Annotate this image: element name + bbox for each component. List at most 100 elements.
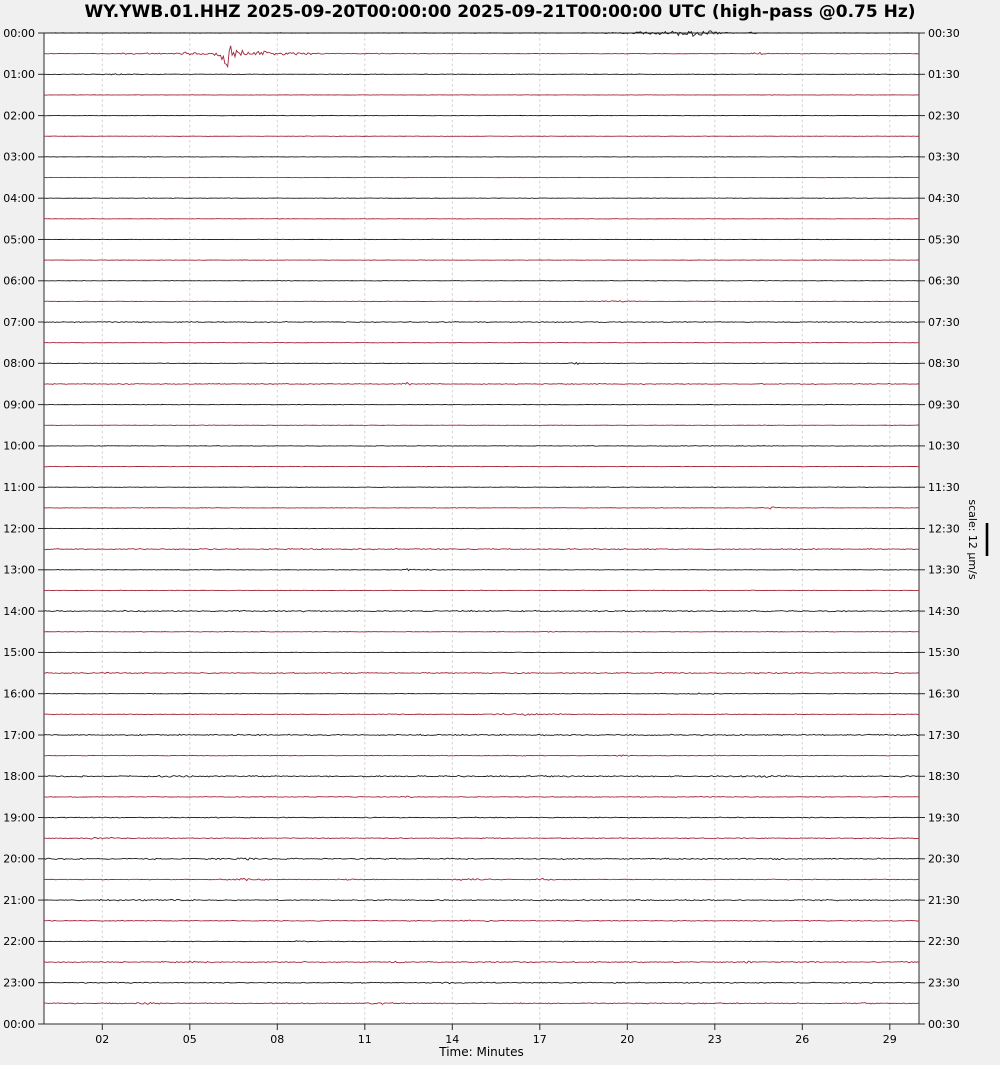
left-time-label: 00:00 <box>3 1018 35 1031</box>
trace-line <box>43 30 920 38</box>
left-time-label: 01:00 <box>3 68 35 81</box>
trace-line <box>43 361 920 366</box>
right-time-label: 03:30 <box>928 151 960 164</box>
trace-line <box>43 527 920 530</box>
left-time-label: 07:00 <box>3 316 35 329</box>
right-time-label: 02:30 <box>928 109 960 122</box>
trace-line <box>43 197 920 199</box>
trace-line <box>43 940 920 943</box>
right-time-label: 10:30 <box>928 440 960 453</box>
right-time-label: 13:30 <box>928 564 960 577</box>
x-tick-label: 11 <box>358 1033 372 1046</box>
trace-line <box>43 919 920 922</box>
trace-line <box>43 424 920 427</box>
x-tick-label: 29 <box>883 1033 897 1046</box>
right-time-label: 00:30 <box>928 27 960 40</box>
trace-line <box>43 114 920 117</box>
trace-line <box>43 486 920 488</box>
left-time-label: 23:00 <box>3 977 35 990</box>
trace-line <box>43 506 920 510</box>
x-tick-label: 26 <box>795 1033 809 1046</box>
trace-line <box>43 547 920 551</box>
left-time-label: 06:00 <box>3 275 35 288</box>
x-tick-label: 20 <box>620 1033 634 1046</box>
left-time-label: 14:00 <box>3 605 35 618</box>
left-time-label: 16:00 <box>3 688 35 701</box>
trace-line <box>43 981 920 985</box>
right-time-label: 04:30 <box>928 192 960 205</box>
left-time-label: 17:00 <box>3 729 35 742</box>
trace-line <box>43 445 920 447</box>
trace-line <box>43 320 920 324</box>
trace-line <box>43 877 920 882</box>
trace-line <box>43 898 920 902</box>
right-time-label: 22:30 <box>928 935 960 948</box>
right-time-label: 05:30 <box>928 233 960 246</box>
scale-label: scale: 12 μm/s <box>966 499 979 579</box>
right-time-label: 21:30 <box>928 894 960 907</box>
left-time-label: 21:00 <box>3 894 35 907</box>
trace-line <box>43 73 920 76</box>
right-time-label: 07:30 <box>928 316 960 329</box>
x-tick-label: 17 <box>533 1033 547 1046</box>
left-time-label: 15:00 <box>3 646 35 659</box>
trace-line <box>43 630 920 633</box>
left-time-label: 02:00 <box>3 109 35 122</box>
trace-line <box>43 1001 920 1005</box>
trace-line <box>43 609 920 613</box>
right-time-label: 12:30 <box>928 522 960 535</box>
trace-line <box>43 774 920 778</box>
left-time-label: 22:00 <box>3 935 35 948</box>
left-time-label: 18:00 <box>3 770 35 783</box>
trace-line <box>43 568 920 572</box>
left-time-label: 10:00 <box>3 440 35 453</box>
plot-title: WY.YWB.01.HHZ 2025-09-20T00:00:00 2025-0… <box>84 2 916 22</box>
left-time-label: 11:00 <box>3 481 35 494</box>
trace-line <box>43 795 920 799</box>
right-time-label: 00:30 <box>928 1018 960 1031</box>
left-time-label: 20:00 <box>3 853 35 866</box>
trace-line <box>43 712 920 716</box>
x-tick-label: 08 <box>270 1033 284 1046</box>
left-time-label: 12:00 <box>3 522 35 535</box>
left-time-label: 13:00 <box>3 564 35 577</box>
trace-line <box>43 960 920 964</box>
x-tick-label: 23 <box>708 1033 722 1046</box>
left-time-label: 19:00 <box>3 811 35 824</box>
x-axis-label: Time: Minutes <box>438 1045 523 1059</box>
trace-line <box>43 671 920 675</box>
left-time-label: 00:00 <box>3 27 35 40</box>
trace-line <box>43 836 920 840</box>
right-time-label: 19:30 <box>928 811 960 824</box>
right-time-label: 20:30 <box>928 853 960 866</box>
right-time-label: 01:30 <box>928 68 960 81</box>
right-time-label: 18:30 <box>928 770 960 783</box>
x-tick-label: 14 <box>445 1033 459 1046</box>
trace-line <box>43 45 920 69</box>
trace-line <box>43 692 920 695</box>
right-time-label: 23:30 <box>928 977 960 990</box>
left-time-label: 03:00 <box>3 151 35 164</box>
trace-line <box>43 589 919 592</box>
right-time-label: 06:30 <box>928 275 960 288</box>
right-time-label: 17:30 <box>928 729 960 742</box>
trace-line <box>43 816 920 819</box>
trace-line <box>43 403 920 406</box>
trace-line <box>43 300 920 303</box>
x-tick-label: 05 <box>183 1033 197 1046</box>
trace-line <box>43 465 920 468</box>
left-time-label: 08:00 <box>3 357 35 370</box>
right-time-label: 14:30 <box>928 605 960 618</box>
right-time-label: 16:30 <box>928 688 960 701</box>
trace-line <box>43 733 920 737</box>
trace-line <box>43 754 920 757</box>
right-time-label: 08:30 <box>928 357 960 370</box>
left-time-label: 05:00 <box>3 233 35 246</box>
trace-line <box>43 280 920 282</box>
trace-line <box>43 381 920 386</box>
right-time-label: 11:30 <box>928 481 960 494</box>
left-time-label: 04:00 <box>3 192 35 205</box>
trace-line <box>43 857 920 861</box>
